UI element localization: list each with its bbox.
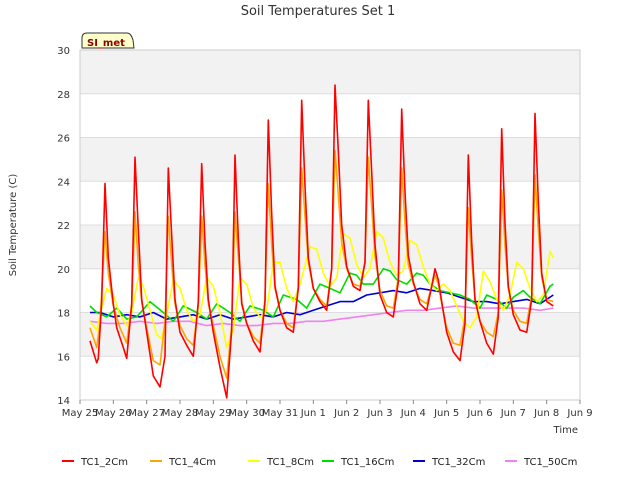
- legend-label: TC1_8Cm: [266, 457, 314, 468]
- y-tick-label: 16: [57, 352, 70, 363]
- legend-item-tc1-32cm: TC1_32Cm: [413, 457, 485, 468]
- y-tick-label: 20: [57, 265, 70, 276]
- x-axis-label: Time: [553, 425, 578, 436]
- x-tick-label: Jun 2: [333, 408, 359, 419]
- plot-band: [80, 93, 580, 138]
- y-axis-label: Soil Temperature (C): [8, 174, 19, 277]
- y-tick-label: 30: [57, 46, 70, 57]
- plot-background: [80, 50, 580, 400]
- x-tick-label: Jun 7: [500, 408, 526, 419]
- x-tick-label: May 29: [195, 408, 232, 419]
- x-tick-label: May 26: [95, 408, 132, 419]
- x-tick-label: Jun 6: [466, 408, 492, 419]
- y-tick-label: 26: [57, 134, 70, 145]
- legend-label: TC1_50Cm: [523, 457, 577, 468]
- site-badge-box: [81, 32, 135, 49]
- legend-item-tc1-4cm: TC1_4Cm: [150, 457, 216, 468]
- plot-band: [80, 312, 580, 357]
- site-badge-label: SI_met: [87, 38, 125, 49]
- legend: TC1_2Cm TC1_4Cm TC1_8Cm TC1_16Cm TC1_32Cm TC1…: [62, 457, 577, 468]
- legend-item-tc1-16cm: TC1_16Cm: [322, 457, 394, 468]
- site-badge: SI_met: [81, 32, 135, 49]
- plot-frame: [79, 49, 581, 401]
- y-tick-label: 22: [57, 221, 70, 232]
- x-tick-label: Jun 5: [433, 408, 459, 419]
- chart-title: Soil Temperatures Set 1: [241, 4, 396, 19]
- plot-band: [80, 50, 580, 94]
- y-tick-label: 28: [57, 90, 70, 101]
- series-layer: [89, 84, 555, 399]
- legend-item-tc1-2cm: TC1_2Cm: [62, 457, 128, 468]
- legend-label: TC1_2Cm: [80, 457, 128, 468]
- series-line-tc1-2cm: [89, 84, 554, 399]
- x-tick-label: May 31: [262, 408, 299, 419]
- legend-item-tc1-50cm: TC1_50Cm: [505, 457, 577, 468]
- plot-band: [80, 137, 580, 182]
- legend-label: TC1_32Cm: [431, 457, 485, 468]
- x-tick-label: May 27: [128, 408, 165, 419]
- y-axis-ticks: 14 16 18 20 22 24 26 28 30: [57, 46, 70, 407]
- legend-label: TC1_4Cm: [168, 457, 216, 468]
- y-tick-label: 18: [57, 309, 70, 320]
- x-tick-label: Jun 8: [533, 408, 559, 419]
- x-tick-label: Jun 3: [366, 408, 392, 419]
- y-tick-label: 24: [57, 177, 70, 188]
- x-tick-label: Jun 1: [300, 408, 326, 419]
- plot-band: [80, 225, 580, 269]
- x-tick-label: May 28: [162, 408, 199, 419]
- y-tick-label: 14: [57, 396, 70, 407]
- x-tick-label: Jun 4: [400, 408, 426, 419]
- x-tick-label: May 30: [228, 408, 265, 419]
- legend-label: TC1_16Cm: [340, 457, 394, 468]
- plot-band: [80, 181, 580, 225]
- x-tick-label: Jun 9: [566, 408, 592, 419]
- legend-item-tc1-8cm: TC1_8Cm: [248, 457, 314, 468]
- x-tick-label: May 25: [62, 408, 99, 419]
- series-line-tc1-16cm: [89, 267, 554, 323]
